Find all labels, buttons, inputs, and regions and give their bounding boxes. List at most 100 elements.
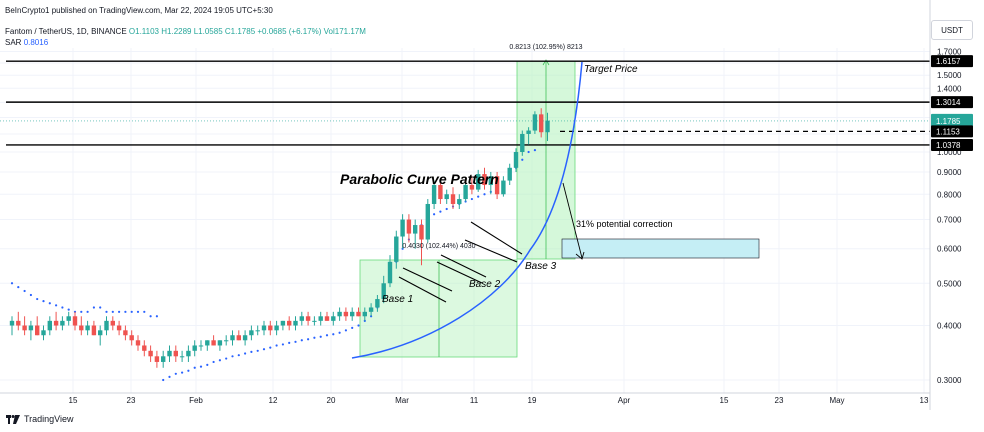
sar-dot xyxy=(445,207,448,211)
symbol-name[interactable]: Fantom / TetherUS, 1D, BINANCE xyxy=(5,27,127,36)
sar-dot xyxy=(48,302,51,305)
sar-dot xyxy=(29,293,32,297)
candle-body xyxy=(312,320,317,322)
candle-body xyxy=(356,311,361,317)
candle-body xyxy=(287,320,292,326)
horizontal-levels xyxy=(0,60,930,146)
candle-body xyxy=(419,225,424,240)
y-tick-label: 1.5000 xyxy=(937,71,962,80)
candle-body xyxy=(72,316,78,326)
y-tick-label: 0.8000 xyxy=(937,190,962,199)
candle-body xyxy=(520,133,525,153)
candle-body xyxy=(318,316,323,321)
sar-dot xyxy=(36,297,39,301)
candle-body xyxy=(16,320,21,326)
candle-body xyxy=(394,236,399,262)
base-trendline xyxy=(436,261,483,284)
sar-dot xyxy=(521,158,524,161)
candle-body xyxy=(406,219,412,234)
sar-dot xyxy=(105,310,108,313)
sar-dot xyxy=(149,315,152,318)
volume: Vol171.17M xyxy=(323,27,366,36)
candle-body xyxy=(362,311,367,317)
candle-body xyxy=(425,203,430,240)
candle-body xyxy=(413,225,418,234)
base-trendline xyxy=(398,276,447,303)
candle-body xyxy=(123,330,128,336)
x-tick-label: 15 xyxy=(720,396,729,405)
currency-button[interactable]: USDT xyxy=(931,20,973,40)
candle-body xyxy=(236,335,241,341)
candle-body xyxy=(337,311,342,317)
ohlc-open: O1.1103 xyxy=(128,27,160,36)
candle-body xyxy=(469,185,475,190)
sar-dot xyxy=(155,315,158,318)
candle-body xyxy=(539,114,544,133)
sar-dot xyxy=(344,329,347,332)
sar-label[interactable]: SAR xyxy=(5,38,22,47)
candle-body xyxy=(532,114,538,131)
candle-body xyxy=(161,356,166,362)
sar-dot xyxy=(319,335,322,338)
correction-arrow-head xyxy=(575,251,585,260)
candle-body xyxy=(85,325,90,331)
sar-dot xyxy=(288,341,291,344)
sar-dot xyxy=(193,366,196,369)
candle-body xyxy=(104,320,109,331)
x-tick-label: 12 xyxy=(269,396,278,405)
candle-body xyxy=(186,350,191,357)
sar-dot xyxy=(124,310,127,313)
candle-body xyxy=(375,299,380,308)
measure-top-label: 0.8213 (102.95%) 8213 xyxy=(509,44,582,51)
sar-dot xyxy=(325,334,329,337)
tradingview-logo[interactable]: TradingView xyxy=(6,414,74,424)
candle-body xyxy=(28,325,34,331)
candle-body xyxy=(381,283,386,300)
candle-body xyxy=(98,330,103,336)
sar-dot xyxy=(307,338,310,341)
sar-dot xyxy=(130,310,133,313)
measure-zone-lower xyxy=(359,259,518,358)
price-label-text: 1.6157 xyxy=(936,57,961,66)
sar-dot xyxy=(313,336,316,339)
x-tick-label: May xyxy=(829,396,844,405)
tradingview-brand: TradingView xyxy=(24,414,74,424)
x-tick-label: 23 xyxy=(775,396,784,405)
sar-dot xyxy=(237,354,240,357)
publisher-line: BeInCrypto1 published on TradingView.com… xyxy=(5,6,273,15)
candle-body xyxy=(438,185,443,200)
price-label-text: 1.1785 xyxy=(936,117,961,126)
candle-body xyxy=(154,356,160,362)
symbol-legend: Fantom / TetherUS, 1D, BINANCE O1.1103 H… xyxy=(5,27,366,36)
sar-dot xyxy=(80,310,83,313)
highlight-zones xyxy=(359,59,760,358)
sar-dot xyxy=(218,359,221,362)
sar-dot xyxy=(527,150,530,154)
candle-body xyxy=(400,219,405,237)
candle-body xyxy=(217,340,223,346)
ohlc-low: L1.0585 xyxy=(193,27,223,36)
sar-dot xyxy=(269,346,272,349)
base-1-label: Base 1 xyxy=(382,294,413,305)
candle-body xyxy=(179,356,185,358)
sar-dot xyxy=(136,310,140,313)
candle-body xyxy=(274,325,279,331)
candle-body xyxy=(192,345,197,351)
price-label-bg xyxy=(931,96,973,109)
sar-dot xyxy=(483,193,486,196)
x-tick-label: 11 xyxy=(470,396,479,405)
candle-body xyxy=(444,194,449,200)
candle-body xyxy=(9,320,15,326)
candle-body xyxy=(66,316,71,321)
target-price-label: Target Price xyxy=(584,64,638,75)
x-tick-label: Apr xyxy=(618,396,631,405)
sar-dot xyxy=(231,355,234,358)
sar-dot xyxy=(332,333,335,336)
candle-body xyxy=(488,176,493,186)
sar-dot xyxy=(206,363,209,366)
candle-body xyxy=(173,350,178,357)
sar-dot xyxy=(23,289,26,293)
price-label-text: 1.1153 xyxy=(936,127,960,136)
sar-dot xyxy=(187,369,190,372)
